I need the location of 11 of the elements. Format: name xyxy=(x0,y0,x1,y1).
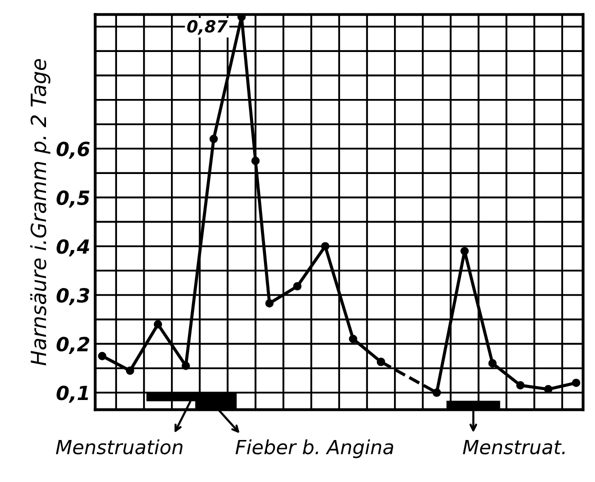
y-tick-label: 0,3 xyxy=(56,288,90,306)
y-tick-label: 0,1 xyxy=(56,386,88,403)
text: Menstruat. xyxy=(462,440,565,454)
y-tick-label: 0,4 xyxy=(56,239,90,256)
text: Menstruation xyxy=(56,439,182,454)
y-axis-title: Harnsäure i.Gramm p. 2 Tage xyxy=(30,59,50,366)
y-tick-label: 0,5 xyxy=(56,190,90,208)
text: Fieber b. Angina xyxy=(236,439,394,458)
data-label: 0,87 xyxy=(187,20,228,35)
y-tick-label: 0,2 xyxy=(56,336,90,354)
y-tick-label: 0,6 xyxy=(56,142,90,159)
